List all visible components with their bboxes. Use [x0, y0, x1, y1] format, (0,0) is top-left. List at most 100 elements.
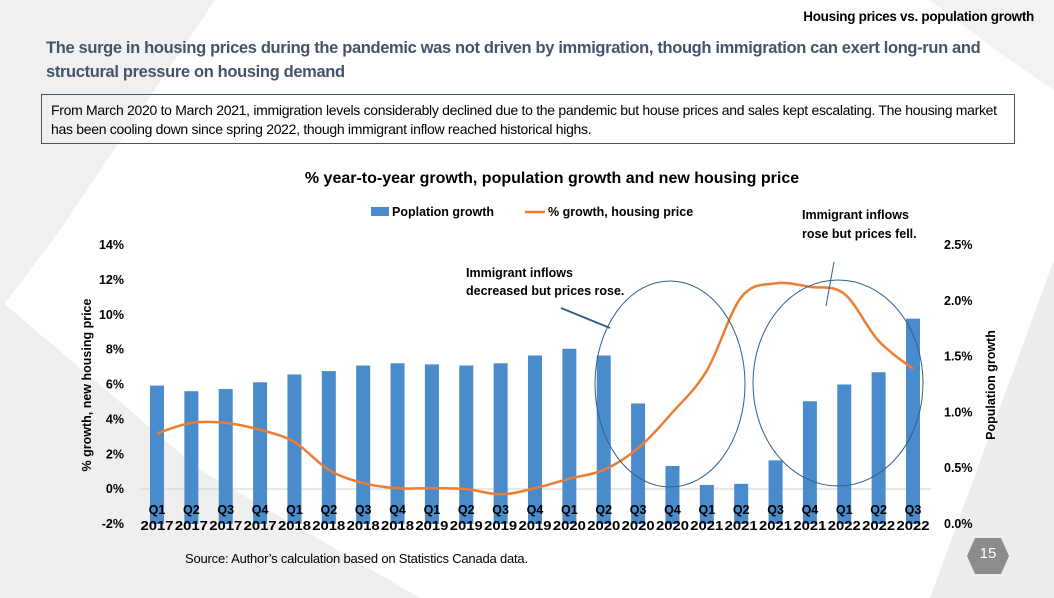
- x-tick-quarter: Q4: [389, 503, 406, 517]
- x-tick-quarter: Q4: [664, 503, 681, 517]
- x-tick-year: 2020: [553, 519, 586, 533]
- x-tick-quarter: Q2: [595, 503, 612, 517]
- x-tick-year: 2019: [415, 519, 448, 533]
- page-number: 15: [979, 545, 997, 562]
- x-tick-quarter: Q2: [320, 503, 337, 517]
- y-right-tick: 1.5%: [944, 350, 973, 364]
- x-tick-year: 2019: [450, 519, 483, 533]
- summary-box: From March 2020 to March 2021, immigrati…: [41, 94, 1015, 144]
- y-right-tick: 1.0%: [944, 405, 973, 419]
- y-left-tick: 12%: [99, 273, 124, 287]
- x-tick-year: 2022: [897, 519, 930, 533]
- x-tick-quarter: Q4: [252, 503, 269, 517]
- bar-population-growth: [528, 355, 542, 524]
- bar-population-growth: [734, 483, 749, 524]
- y-left-tick: -2%: [102, 517, 124, 531]
- bar-population-growth: [493, 363, 508, 524]
- x-tick-year: 2021: [690, 519, 723, 533]
- x-tick-quarter: Q3: [355, 503, 372, 517]
- legend: Poplation growth % growth, housing price: [371, 205, 693, 219]
- x-tick-quarter: Q1: [561, 503, 578, 517]
- y-left-label: % growth, new housing price: [80, 298, 94, 471]
- x-tick-year: 2020: [656, 519, 689, 533]
- bar-population-growth: [287, 374, 302, 524]
- x-tick-year: 2022: [862, 519, 895, 533]
- x-tick-year: 2019: [519, 519, 552, 533]
- bar-population-growth: [699, 484, 714, 524]
- bar-population-growth: [253, 382, 268, 524]
- bar-population-growth: [459, 365, 474, 524]
- bar-population-growth: [631, 403, 646, 524]
- bar-population-growth: [424, 364, 439, 524]
- x-tick-year: 2018: [381, 519, 414, 533]
- bar-population-growth: [356, 365, 371, 524]
- y-left-tick: 0%: [106, 482, 124, 496]
- bar-population-growth: [150, 385, 164, 524]
- x-tick-quarter: Q4: [527, 503, 544, 517]
- y-left-tick: 4%: [106, 412, 124, 426]
- x-tick-quarter: Q1: [286, 503, 303, 517]
- x-tick-year: 2022: [828, 519, 861, 533]
- x-tick-year: 2017: [175, 519, 208, 533]
- y-left-tick: 2%: [106, 447, 124, 461]
- headline: The surge in housing prices during the p…: [46, 39, 981, 81]
- x-tick-quarter: Q2: [870, 503, 887, 517]
- x-tick-year: 2021: [793, 519, 826, 533]
- annotation-2-line2: rose but prices fell.: [802, 227, 917, 241]
- x-tick-year: 2017: [141, 519, 174, 533]
- x-tick-quarter: Q3: [905, 503, 922, 517]
- bar-population-growth: [906, 318, 920, 524]
- y-left-tick: 8%: [106, 343, 124, 357]
- x-tick-year: 2018: [312, 519, 345, 533]
- annotation-2-pointer: [825, 261, 835, 307]
- x-tick-year: 2020: [587, 519, 620, 533]
- source-note: Source: Author’s calculation based on St…: [185, 551, 528, 566]
- x-tick-quarter: Q3: [217, 503, 234, 517]
- x-tick-year: 2018: [347, 519, 380, 533]
- x-tick-year: 2021: [725, 519, 758, 533]
- bar-population-growth: [321, 371, 336, 524]
- annotation-1-line1: Immigrant inflows: [466, 266, 573, 280]
- y-left-tick: 14%: [99, 238, 124, 252]
- x-tick-year: 2018: [278, 519, 311, 533]
- x-tick-year: 2021: [759, 519, 792, 533]
- annotation-2-line1: Immigrant inflows: [802, 208, 909, 222]
- bar-population-growth: [802, 401, 817, 524]
- x-tick-quarter: Q2: [733, 503, 750, 517]
- bar-population-growth: [768, 460, 783, 524]
- x-tick-year: 2019: [484, 519, 517, 533]
- annotation-2-ellipse: [752, 279, 924, 487]
- y-right-tick: 0.5%: [944, 461, 973, 475]
- x-tick-quarter: Q3: [492, 503, 509, 517]
- section-title: Housing prices vs. population growth: [803, 9, 1034, 24]
- annotation-1-ellipse: [594, 280, 746, 488]
- bar-population-growth: [562, 348, 577, 524]
- x-tick-year: 2017: [209, 519, 242, 533]
- y-left-tick: 6%: [106, 378, 124, 392]
- bar-population-growth: [390, 363, 405, 524]
- y-right-tick: 2.0%: [944, 294, 973, 308]
- y-right-tick: 0.0%: [944, 517, 973, 531]
- x-tick-quarter: Q2: [458, 503, 475, 517]
- page-number-badge: [967, 538, 1009, 574]
- legend-swatch-bar: [371, 207, 389, 216]
- chart-title: % year-to-year growth, population growth…: [305, 170, 799, 187]
- x-tick-quarter: Q4: [802, 503, 819, 517]
- x-tick-quarter: Q1: [698, 503, 715, 517]
- x-tick-quarter: Q1: [836, 503, 853, 517]
- x-tick-quarter: Q3: [630, 503, 647, 517]
- annotation-1-pointer: [560, 307, 611, 329]
- x-tick-quarter: Q1: [149, 503, 166, 517]
- x-tick-quarter: Q3: [767, 503, 784, 517]
- annotation-1: Immigrant inflows decreased but prices r…: [466, 266, 746, 488]
- annotation-1-line2: decreased but prices rose.: [466, 284, 624, 298]
- x-tick-year: 2017: [244, 519, 277, 533]
- x-tick-quarter: Q1: [424, 503, 441, 517]
- y-right-label: Population growth: [984, 330, 998, 440]
- x-tick-year: 2020: [622, 519, 655, 533]
- y-right-tick: 2.5%: [944, 238, 973, 252]
- bar-population-growth: [596, 355, 611, 524]
- legend-label-line: % growth, housing price: [548, 205, 693, 219]
